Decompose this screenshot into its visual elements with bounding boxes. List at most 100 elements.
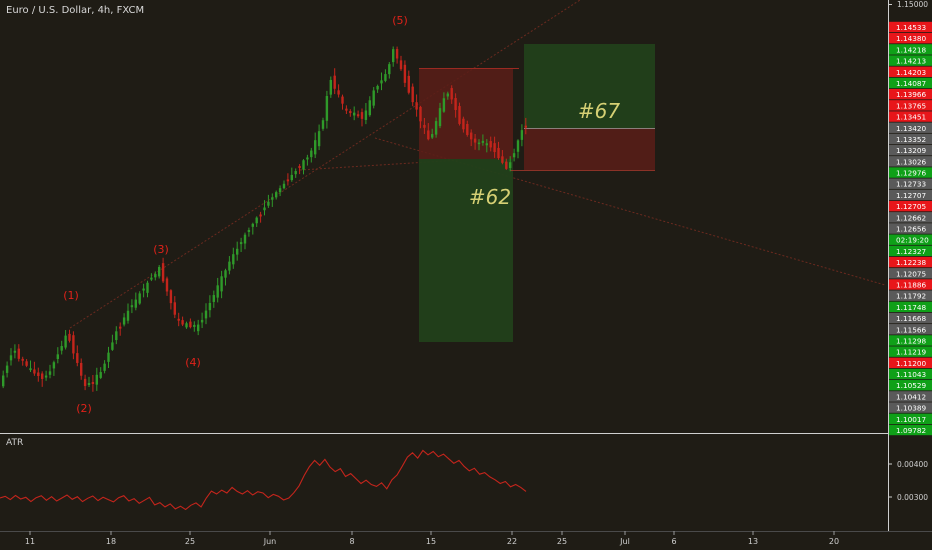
candle-body: [325, 95, 329, 121]
position-label: #67: [578, 99, 620, 123]
price-label-box: [889, 268, 932, 279]
candle-body: [290, 174, 293, 181]
price-label-text: 1.11043: [896, 370, 927, 379]
price-label-box: [889, 178, 932, 189]
price-label-box: [889, 413, 932, 425]
time-axis-label: Jul: [619, 537, 630, 546]
price-label-text: 1.14380: [896, 34, 927, 43]
price-label-text: 1.13420: [896, 124, 927, 133]
price-label-text: 1.11748: [896, 303, 927, 312]
price-label-box: [889, 111, 932, 122]
price-label-box: [889, 402, 932, 413]
price-label-text: 1.13451: [896, 113, 926, 122]
candle-body: [259, 214, 262, 217]
price-label-text: 1.13765: [896, 101, 926, 110]
time-axis-label: 25: [557, 537, 567, 546]
candle-body: [33, 369, 36, 374]
candle-body: [286, 179, 290, 182]
candle-body: [438, 108, 442, 127]
candle-body: [107, 352, 110, 362]
candle-body: [524, 125, 527, 128]
price-label-text: 1.14218: [896, 45, 927, 54]
candle-body: [122, 317, 126, 325]
candle-body: [236, 248, 239, 255]
price-label-text: 1.12705: [896, 202, 926, 211]
price-label-text: 1.12707: [896, 191, 927, 200]
candle-body: [466, 123, 469, 135]
candle-body: [458, 106, 461, 124]
short-target-zone: [419, 159, 513, 342]
price-label-text: 1.13209: [896, 146, 927, 155]
price-label-text: 1.13352: [896, 135, 926, 144]
candle-body: [431, 134, 434, 138]
price-label-box: [889, 290, 932, 301]
price-label-box: [889, 55, 932, 66]
candle-body: [185, 323, 188, 328]
candle-body: [493, 143, 496, 153]
price-label-text: 1.09782: [896, 426, 926, 435]
price-label-box: [889, 391, 932, 402]
price-label-text: 1.12976: [896, 169, 927, 178]
candle-body: [158, 266, 161, 277]
candle-body: [72, 335, 75, 354]
atr-axis-label: 0.00300: [897, 493, 928, 502]
price-label-group: 1.14533 1.14380 1.14218 1.14213 1.14203 1.140…: [889, 21, 932, 436]
price-label-text: 1.14213: [896, 57, 927, 66]
candle-body: [212, 295, 215, 302]
candle-body: [247, 230, 251, 232]
candle-body: [481, 140, 485, 143]
candle-body: [115, 331, 118, 341]
candle-body: [395, 49, 399, 59]
price-label-box: [889, 133, 932, 145]
candle-body: [446, 93, 449, 97]
candle-body: [333, 75, 336, 89]
candle-body: [473, 138, 477, 143]
candle-body: [403, 64, 407, 83]
candle-body: [454, 98, 457, 111]
candle-body: [489, 141, 492, 148]
candle-body: [271, 197, 274, 200]
price-label-box: [889, 324, 932, 335]
candle-body: [208, 302, 212, 311]
candle-body: [275, 192, 278, 198]
price-label-text: 1.12656: [896, 225, 927, 234]
candle-body: [380, 80, 383, 84]
long-target-zone: [524, 44, 655, 128]
price-label-box: [889, 279, 932, 290]
price-label-text: 1.11298: [896, 336, 927, 345]
candles-group: [2, 46, 527, 392]
candle-body: [87, 383, 91, 386]
candle-body: [434, 121, 438, 135]
price-label-text: 1.11566: [896, 325, 927, 334]
price-label-text: 1.10389: [896, 404, 927, 413]
price-axis-top-label: 1.15000: [897, 0, 928, 9]
candle-body: [368, 100, 371, 116]
candle-body: [177, 318, 180, 321]
candle-body: [91, 382, 95, 385]
candle-body: [25, 361, 28, 366]
candle-body: [64, 335, 67, 348]
candle-body: [349, 111, 352, 114]
price-label-box: [889, 256, 932, 268]
price-label-box: [889, 335, 932, 346]
candle-body: [392, 49, 395, 63]
price-label-box: [889, 200, 932, 212]
time-axis-label: Jun: [263, 537, 277, 546]
candle-body: [189, 321, 192, 328]
price-label-box: [889, 44, 932, 55]
candle-body: [146, 282, 149, 293]
candle-body: [337, 90, 340, 95]
candle-body: [119, 326, 122, 329]
time-axis-label: 25: [185, 537, 195, 546]
time-axis-label: 18: [106, 537, 116, 546]
candle-body: [37, 372, 40, 377]
price-label-box: [889, 368, 932, 380]
candle-body: [512, 153, 516, 158]
candle-body: [263, 207, 266, 211]
candle-body: [282, 183, 286, 189]
price-label-text: 1.12662: [896, 213, 926, 222]
price-label-box: [889, 32, 932, 44]
candle-body: [314, 140, 317, 155]
price-label-text: 1.11792: [896, 292, 926, 301]
